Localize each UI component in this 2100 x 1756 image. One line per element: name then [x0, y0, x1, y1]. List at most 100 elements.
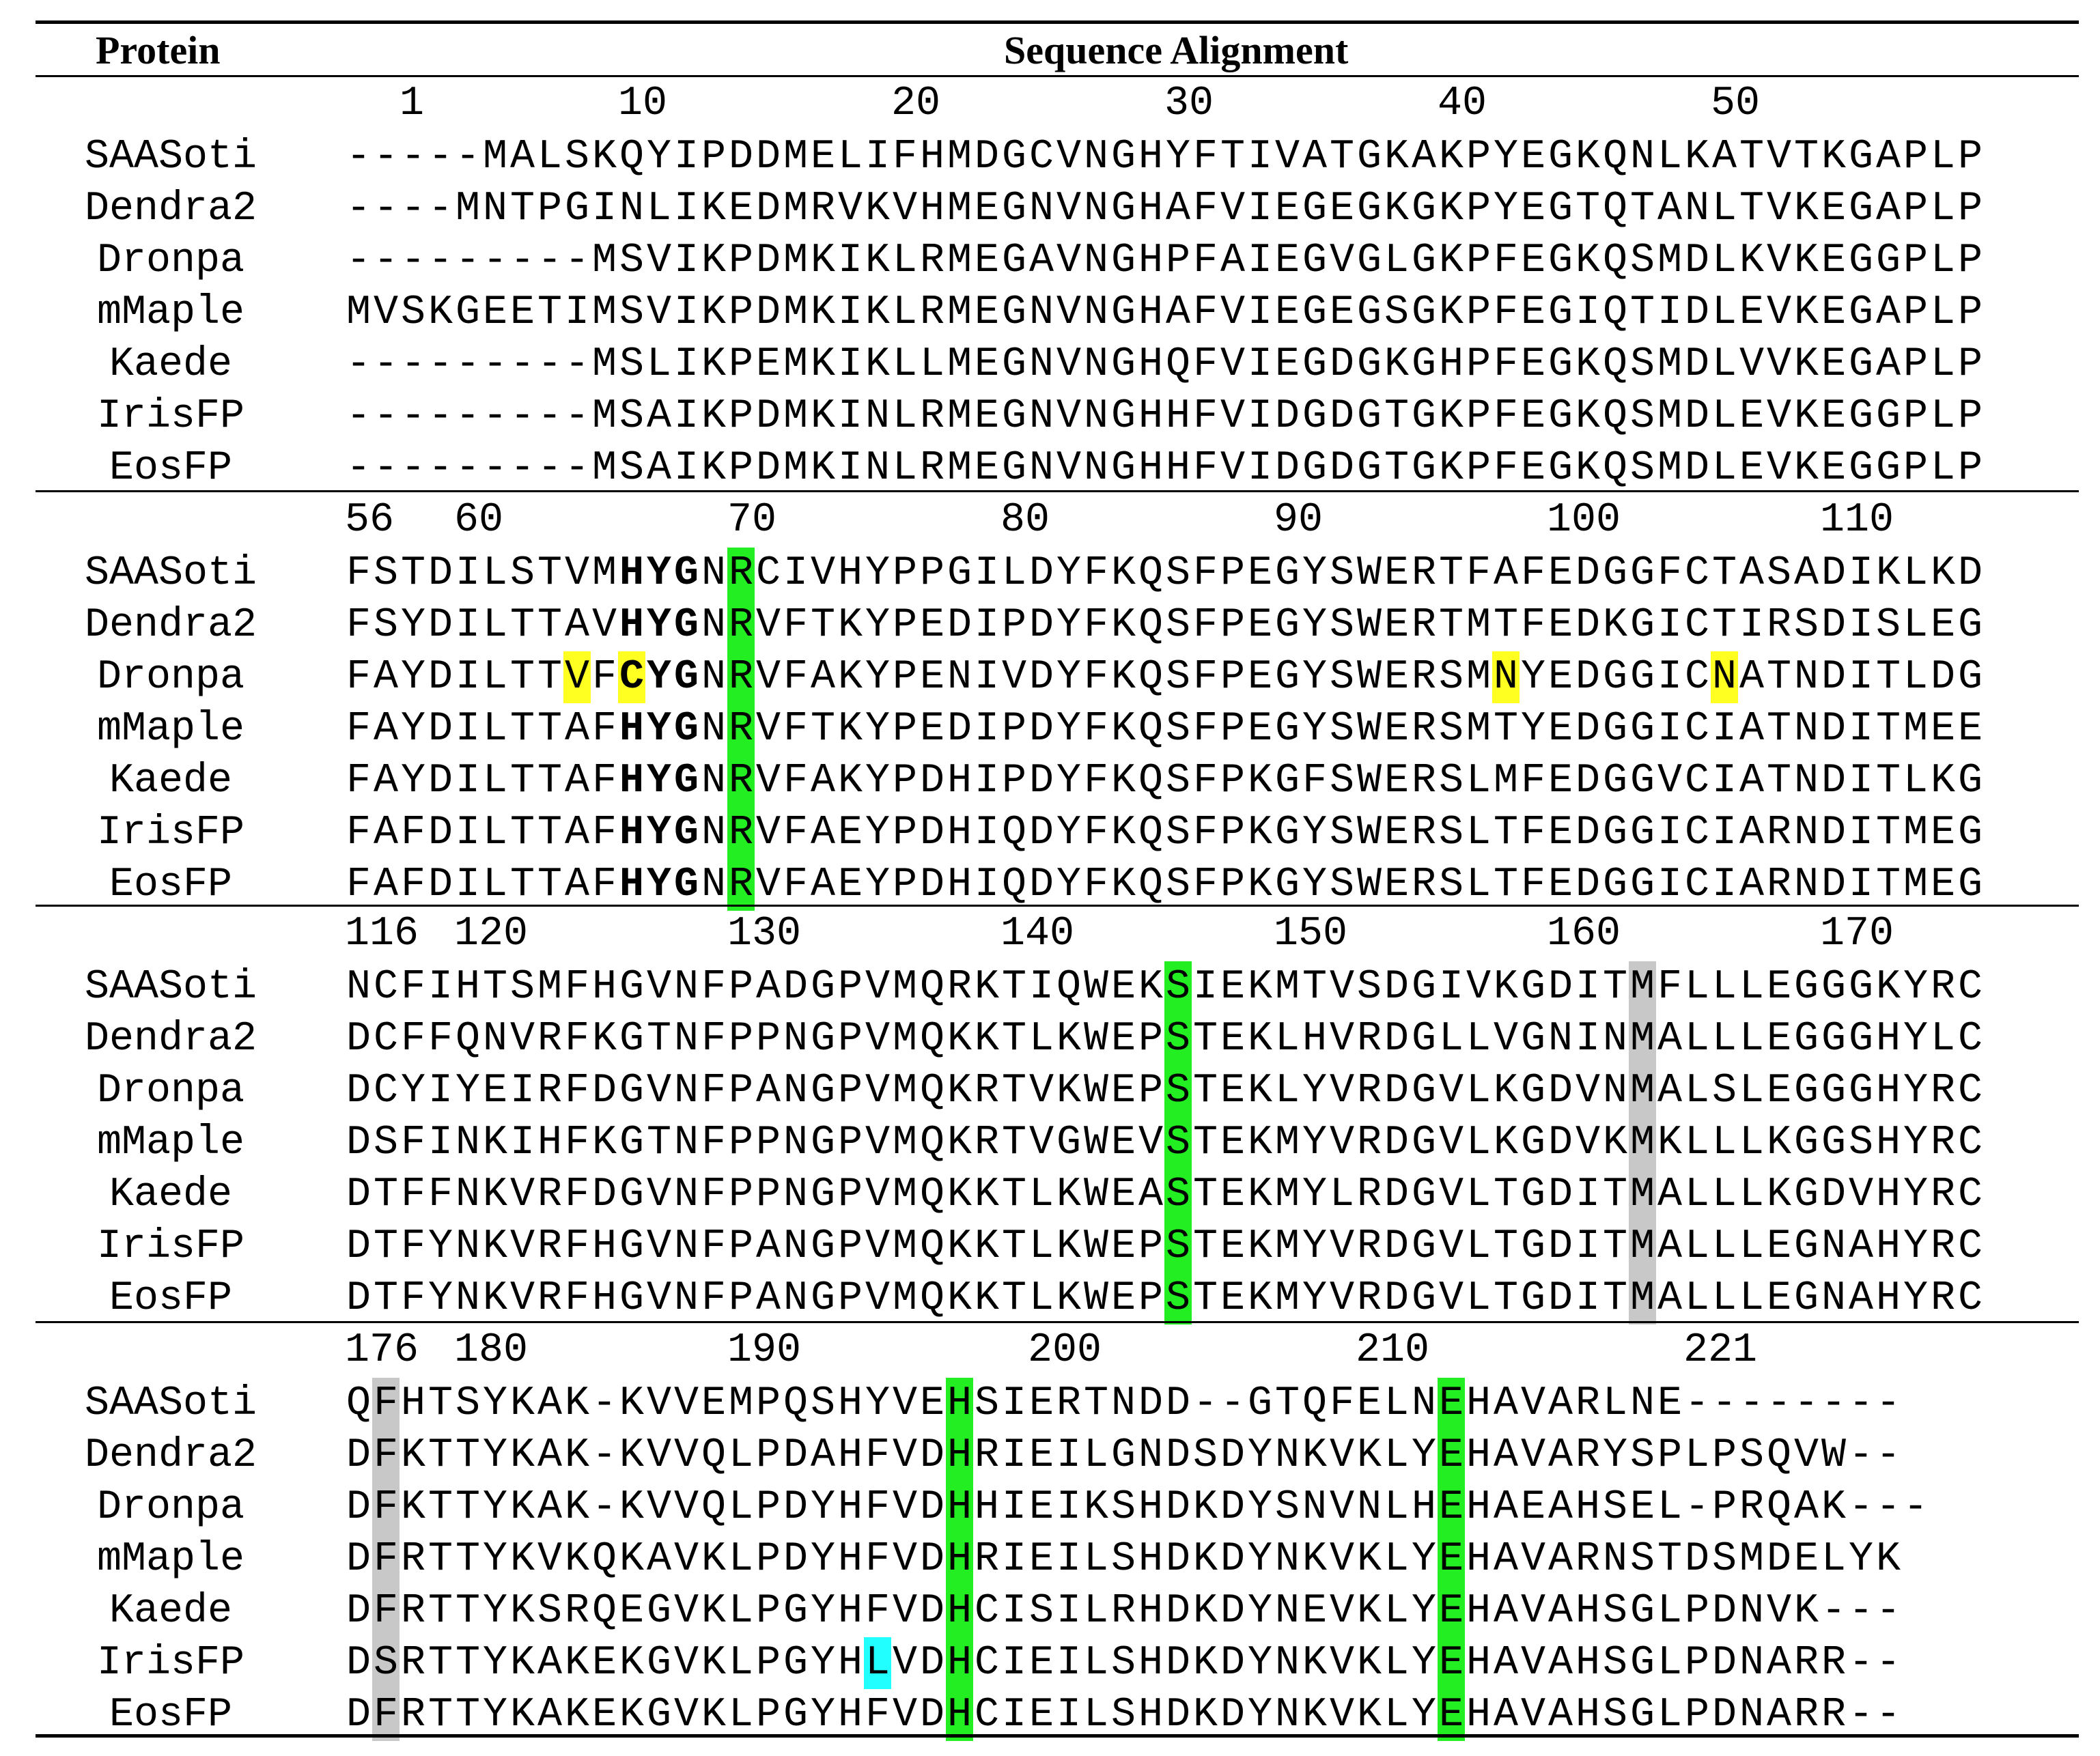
protein-name: mMaple	[96, 289, 245, 336]
position-number: 190	[727, 1327, 802, 1374]
sequence-row: Kaede DFRTTYKSRQEGVKLPGYHFVDHCISILRHDKDYN…	[0, 1585, 2100, 1637]
position-number: 120	[454, 911, 529, 957]
protein-name: SAASoti	[84, 550, 257, 597]
protein-name: EosFP	[109, 862, 233, 908]
position-number: 10	[618, 81, 668, 127]
sequence: FSTDILSTVMHYGNRCIVHYPPGILDYFKQSFPEGYSWER…	[345, 548, 1984, 599]
protein-name: Dronpa	[96, 654, 245, 700]
protein-header: Protein	[96, 28, 221, 72]
protein-name: SAASoti	[84, 964, 257, 1010]
sequence: NCFIHTSMFHGVNFPADGPVMQRKTIQWEKSIEKMTVSDG…	[345, 961, 1984, 1013]
sequence-row: mMaple DFRTTYKVKQKAVKLPDYHFVDHRIEILSHDKDY…	[0, 1533, 2100, 1585]
sequence-row: EosFP ---------MSAIKPDMKINLRMEGNVNGHHFVID…	[0, 442, 2100, 494]
sequence-row: IrisFP FAFDILTTAFHYGNRVFAEYPDHIQDYFKQSFPK…	[0, 807, 2100, 859]
protein-name: Kaede	[109, 758, 233, 804]
position-number-row: 1 10 20 30 40 50	[0, 76, 2100, 131]
protein-name: IrisFP	[96, 810, 245, 856]
protein-name: Dronpa	[96, 1068, 245, 1114]
protein-name: Dronpa	[96, 1484, 245, 1531]
sequence-row: mMaple DSFINKIHFKGTNFPPNGPVMQKRTVGWEVSTEK…	[0, 1117, 2100, 1169]
position-number: 70	[727, 497, 777, 543]
protein-name: Kaede	[109, 1172, 233, 1218]
sequence-row: Dronpa DFKTTYKAK-KVVQLPDYHFVDHHIEIKSHDKDY…	[0, 1482, 2100, 1533]
position-number: 60	[454, 497, 504, 543]
protein-name: SAASoti	[84, 134, 257, 180]
protein-name: IrisFP	[96, 1223, 245, 1270]
position-number: 221	[1683, 1327, 1758, 1374]
sequence-row: Dronpa ---------MSVIKPDMKIKLRMEGAVNGHPFAI…	[0, 235, 2100, 287]
protein-name: Dendra2	[84, 1016, 257, 1062]
position-number: 50	[1711, 81, 1761, 127]
position-number: 140	[1000, 911, 1075, 957]
sequence: DTFYNKVRFHGVNFPANGPVMQKKTLKWEPSTEKMYVRDG…	[345, 1273, 1984, 1325]
position-number-row: 176 180 190 200 210 221	[0, 1323, 2100, 1378]
position-number: 210	[1356, 1327, 1430, 1374]
sequence-row: EosFP FAFDILTTAFHYGNRVFAEYPDHIQDYFKQSFPKG…	[0, 859, 2100, 911]
sequence-row: Dronpa DCYIYEIRFDGVNFPANGPVMQKRTVKWEPSTEK…	[0, 1065, 2100, 1117]
sequence: FSYDILTTAVHYGNRVFTKYPEDIPDYFKQSFPEGYSWER…	[345, 599, 1984, 651]
protein-name: EosFP	[109, 1275, 233, 1322]
sequence-row: IrisFP DSRTTYKAKEKGVKLPGYHLVDHCIEILSHDKDY…	[0, 1637, 2100, 1689]
sequence-row: Dendra2 ----MNTPGINLIKEDMRVKVHMEGNVNGHAFV…	[0, 183, 2100, 235]
sequence: FAYDILTTAFHYGNRVFAKYPDHIPDYFKQSFPKGFSWER…	[345, 755, 1984, 807]
header-rule	[36, 75, 2079, 77]
position-number: 20	[891, 81, 941, 127]
sequence: DCFFQNVRFKGTNFPPNGPVMQKKTLKWEPSTEKLHVRDG…	[345, 1013, 1984, 1065]
position-number: 160	[1547, 911, 1621, 957]
position-number: 1	[400, 81, 425, 127]
position-number: 100	[1547, 497, 1621, 543]
protein-name: Kaede	[109, 341, 233, 388]
block-rule-3	[36, 1321, 2079, 1323]
position-number: 200	[1028, 1327, 1102, 1374]
sequence: DSRTTYKAKEKGVKLPGYHLVDHCIEILSHDKDYNKVKLY…	[345, 1637, 1902, 1689]
position-number: 176	[345, 1327, 419, 1374]
sequence-row: SAASoti NCFIHTSMFHGVNFPADGPVMQRKTIQWEKSIE…	[0, 961, 2100, 1013]
sequence-row: SAASoti QFHTSYKAK-KVVEMPQSHYVEHSIERTNDD--…	[0, 1378, 2100, 1430]
protein-name: EosFP	[109, 1692, 233, 1738]
sequence-row: Dendra2 DCFFQNVRFKGTNFPPNGPVMQKKTLKWEPSTE…	[0, 1013, 2100, 1065]
protein-name: Dendra2	[84, 602, 257, 649]
sequence: FAFDILTTAFHYGNRVFAEYPDHIQDYFKQSFPKGYSWER…	[345, 807, 1984, 859]
sequence-row: Dendra2 FSYDILTTAVHYGNRVFTKYPEDIPDYFKQSFP…	[0, 599, 2100, 651]
position-number-row: 116 120 130 140 150 160 170	[0, 907, 2100, 961]
position-number: 116	[345, 911, 419, 957]
bottom-rule	[36, 1734, 2079, 1738]
protein-name: IrisFP	[96, 393, 245, 440]
protein-name: IrisFP	[96, 1640, 245, 1686]
position-number: 80	[1000, 497, 1050, 543]
sequence-row: Dendra2 DFKTTYKAK-KVVQLPDAHFVDHRIEILGNDSD…	[0, 1430, 2100, 1482]
protein-name: Dendra2	[84, 1432, 257, 1479]
block-rule-2	[36, 905, 2079, 907]
position-number: 170	[1820, 911, 1894, 957]
sequence: FAFDILTTAFHYGNRVFAEYPDHIQDYFKQSFPKGYSWER…	[345, 859, 1984, 911]
sequence-row: Kaede FAYDILTTAFHYGNRVFAKYPDHIPDYFKQSFPKG…	[0, 755, 2100, 807]
sequence: FAYDILTTVFCYGNRVFAKYPENIVDYFKQSFPEGYSWER…	[345, 651, 1984, 703]
sequence-row: Kaede ---------MSLIKPEMKIKLLMEGNVNGHQFVIE…	[0, 339, 2100, 391]
sequence: DFKTTYKAK-KVVQLPDYHFVDHHIEIKSHDKDYSNVNLH…	[345, 1482, 1929, 1533]
position-number: 40	[1438, 81, 1487, 127]
sequence: ---------MSVIKPDMKIKLRMEGAVNGHPFAIEGVGLG…	[346, 238, 1983, 284]
sequence: DFKTTYKAK-KVVQLPDAHFVDHRIEILGNDSDYNKVKLY…	[345, 1430, 1902, 1482]
block-rule-1	[36, 490, 2079, 492]
sequence: ----MNTPGINLIKEDMRVKVHMEGNVNGHAFVIEGEGKG…	[346, 186, 1983, 232]
sequence: DTFFNKVRFDGVNFPPNGPVMQKKTLKWEASTEKMYLRDG…	[345, 1169, 1984, 1221]
position-number: 90	[1274, 497, 1324, 543]
protein-name: Dendra2	[84, 186, 257, 232]
position-number: 110	[1820, 497, 1894, 543]
sequence-row: mMaple FAYDILTTAFHYGNRVFTKYPEDIPDYFKQSFPE…	[0, 703, 2100, 755]
sequence-row: mMaple MVSKGEETIMSVIKPDMKIKLRMEGNVNGHAFVI…	[0, 287, 2100, 339]
protein-name: mMaple	[96, 706, 245, 752]
protein-name: Dronpa	[96, 238, 245, 284]
protein-name: mMaple	[96, 1536, 245, 1583]
sequence: QFHTSYKAK-KVVEMPQSHYVEHSIERTNDD--GTQFELN…	[345, 1378, 1902, 1430]
top-rule	[36, 20, 2079, 24]
alignment-header: Sequence Alignment	[1004, 28, 1349, 72]
sequence: DFRTTYKAKEKGVKLPGYHFVDHCIEILSHDKDYNKVKLY…	[345, 1689, 1902, 1741]
position-number: 130	[727, 911, 802, 957]
sequence-row: SAASoti -----MALSKQYIPDDMELIFHMDGCVNGHYFT…	[0, 131, 2100, 183]
sequence: -----MALSKQYIPDDMELIFHMDGCVNGHYFTIVATGKA…	[346, 134, 1983, 180]
protein-name: SAASoti	[84, 1380, 257, 1427]
sequence: DTFYNKVRFHGVNFPANGPVMQKKTLKWEPSTEKMYVRDG…	[345, 1221, 1984, 1273]
sequence-row: Dronpa FAYDILTTVFCYGNRVFAKYPENIVDYFKQSFPE…	[0, 651, 2100, 703]
